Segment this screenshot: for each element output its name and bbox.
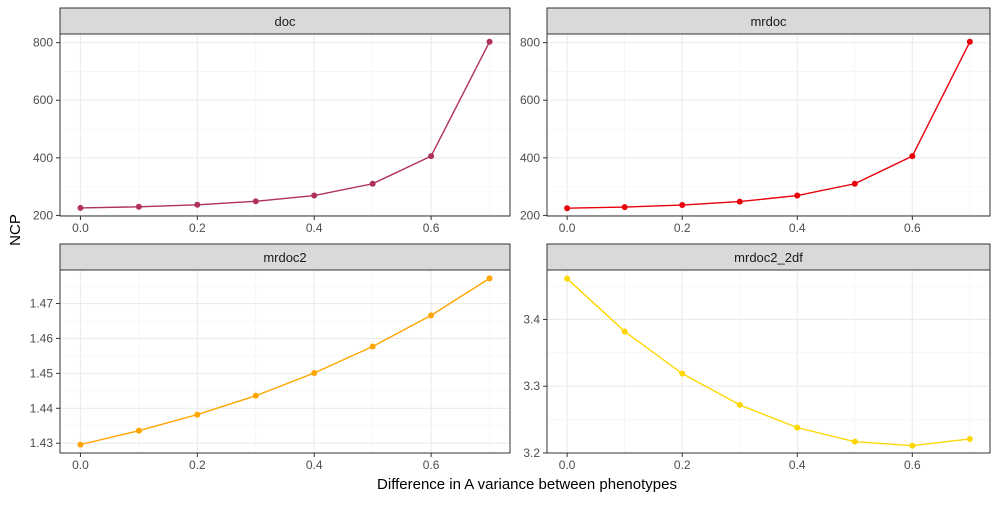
x-tick-label: 0.2 [189, 458, 206, 472]
panel-doc: doc 200 400 600 800 0.0 0.2 0.4 0.6 [33, 7, 511, 235]
data-point [486, 38, 493, 45]
y-tick-label: 3.4 [523, 312, 540, 326]
data-point [77, 441, 84, 448]
data-point [428, 312, 435, 319]
data-point [794, 424, 801, 431]
x-tick-label: 0.2 [674, 458, 691, 472]
y-tick-label: 200 [520, 208, 540, 222]
x-tick-label: 0.6 [423, 458, 440, 472]
data-point [909, 153, 916, 160]
series-line-mrdoc2 [80, 277, 490, 446]
x-tick-label: 0.0 [72, 458, 89, 472]
y-tick-label: 600 [520, 93, 540, 107]
y-tick-label: 1.43 [30, 436, 54, 450]
panel-mrdoc2-2df: mrdoc2_2df 3.2 3.3 3.4 0.0 0.2 0.4 0.6 [523, 243, 991, 472]
x-tick-label: 0.4 [306, 458, 323, 472]
data-point [135, 203, 142, 210]
plot-area-mrdoc2 [60, 270, 510, 453]
panel-border-mrdoc2-2df [546, 269, 991, 454]
data-point [736, 401, 743, 408]
data-point [311, 192, 318, 199]
strip-mrdoc2-2df [546, 243, 991, 271]
data-point [564, 205, 571, 212]
data-point [794, 192, 801, 199]
y-tick-label: 800 [520, 36, 540, 50]
data-point [851, 180, 858, 187]
data-point [679, 202, 686, 209]
strip-mrdoc [546, 7, 991, 35]
x-tick-label: 0.2 [189, 221, 206, 235]
x-tick-label: 0.6 [904, 458, 921, 472]
data-point [311, 370, 318, 377]
strip-label-mrdoc2-2df: mrdoc2_2df [734, 250, 803, 265]
chart-panels: doc 200 400 600 800 0.0 0.2 0.4 0.6 mrdoc 200 400 60… [30, 7, 991, 472]
plot-area-doc [60, 34, 510, 216]
x-axis-title: Difference in A variance between phenoty… [377, 476, 677, 493]
data-point [851, 438, 858, 445]
y-tick-label: 400 [33, 151, 53, 165]
panel-mrdoc: mrdoc 200 400 600 800 0.0 0.2 0.4 0.6 [520, 7, 991, 235]
y-tick-label: 600 [33, 93, 53, 107]
x-tick-label: 0.4 [306, 221, 323, 235]
plot-area-mrdoc2-2df [547, 270, 990, 453]
y-axis-title: NCP [7, 214, 24, 246]
data-point [621, 204, 628, 211]
y-tick-label: 1.45 [30, 366, 54, 380]
strip-mrdoc2 [59, 243, 511, 271]
x-tick-label: 0.2 [674, 221, 691, 235]
data-point [486, 275, 493, 282]
data-point [621, 328, 628, 335]
data-point [135, 427, 142, 434]
panel-border-mrdoc [546, 33, 991, 217]
panel-border-mrdoc2 [59, 269, 511, 454]
data-point [564, 275, 571, 282]
x-tick-label: 0.4 [789, 458, 806, 472]
data-point [909, 442, 916, 449]
data-point [369, 180, 376, 187]
x-tick-label: 0.0 [72, 221, 89, 235]
data-point [194, 201, 201, 208]
data-point [736, 198, 743, 205]
series-line-mrdoc2-2df [566, 278, 970, 447]
x-tick-label: 0.0 [559, 458, 576, 472]
data-point [966, 38, 973, 45]
series-line-doc [80, 41, 491, 209]
x-tick-label: 0.6 [904, 221, 921, 235]
x-tick-label: 0.6 [423, 221, 440, 235]
y-tick-label: 800 [33, 36, 53, 50]
y-tick-label: 1.46 [30, 331, 54, 345]
data-point [966, 435, 973, 442]
data-point [252, 198, 259, 205]
data-point [428, 153, 435, 160]
y-tick-label: 3.3 [523, 379, 540, 393]
series-line-mrdoc [567, 41, 971, 209]
y-tick-label: 1.44 [30, 401, 54, 415]
data-point [369, 343, 376, 350]
y-tick-label: 1.47 [30, 297, 54, 311]
y-tick-label: 3.2 [523, 446, 540, 460]
strip-label-mrdoc2: mrdoc2 [263, 250, 306, 265]
strip-label-mrdoc: mrdoc [750, 14, 787, 29]
plot-area-mrdoc [547, 34, 990, 216]
panel-border-doc [59, 33, 511, 217]
y-tick-label: 200 [33, 208, 53, 222]
data-point [679, 370, 686, 377]
strip-label-doc: doc [275, 14, 296, 29]
x-tick-label: 0.0 [559, 221, 576, 235]
strip-doc [59, 7, 511, 35]
x-tick-label: 0.4 [789, 221, 806, 235]
panel-mrdoc2: mrdoc2 1.43 1.44 1.45 1.46 1.47 0.0 0.2 0.4 0.6 [30, 243, 511, 472]
data-point [77, 204, 84, 211]
data-point [252, 392, 259, 399]
data-point [194, 411, 201, 418]
y-tick-label: 400 [520, 151, 540, 165]
